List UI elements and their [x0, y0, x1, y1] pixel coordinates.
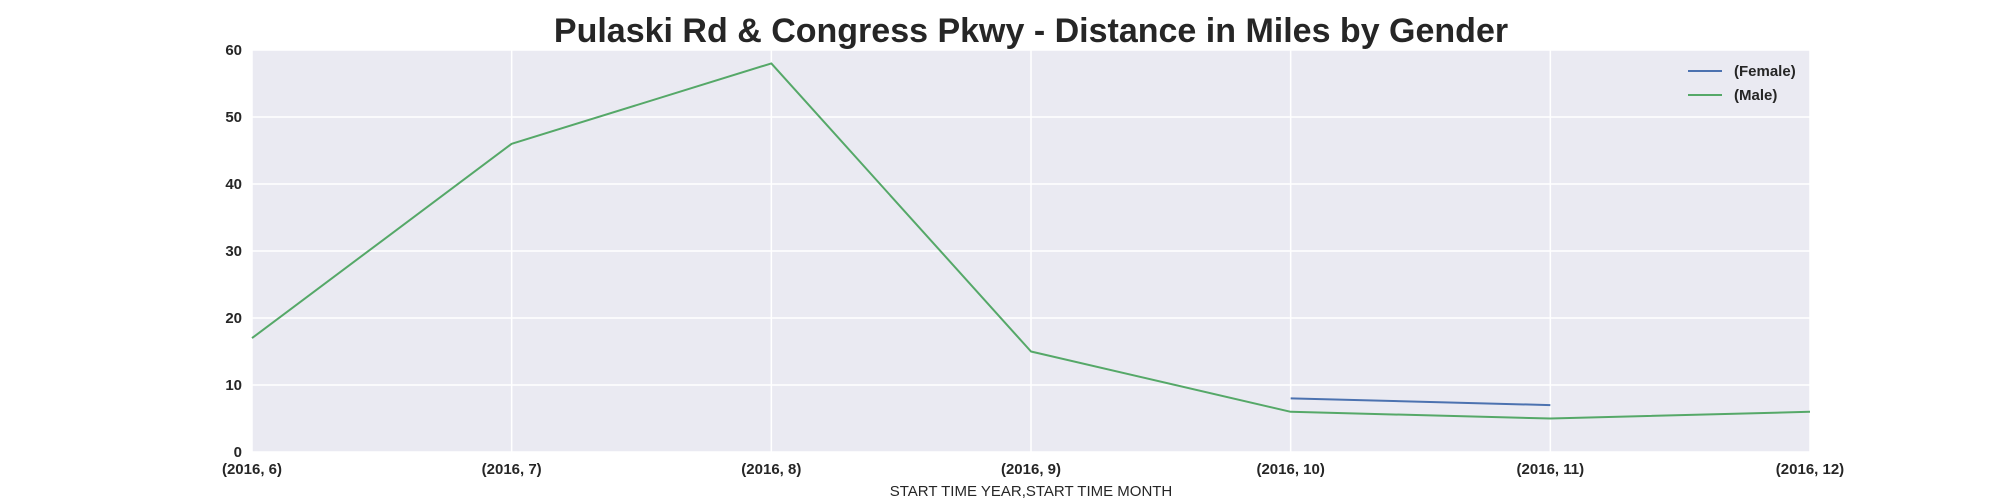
- series-line-1: [251, 62, 1811, 420]
- x-tick-label: (2016, 8): [741, 461, 801, 478]
- y-tick-label: 40: [225, 176, 242, 193]
- legend: (Female) (Male): [1688, 63, 1796, 104]
- legend-label: (Female): [1734, 63, 1796, 80]
- y-tick-label: 10: [225, 377, 242, 394]
- y-tick-label: 60: [225, 42, 242, 59]
- x-tick-label: (2016, 6): [222, 461, 282, 478]
- legend-label: (Male): [1734, 87, 1777, 104]
- series-line-0: [1290, 397, 1551, 407]
- y-tick-label: 0: [234, 444, 242, 461]
- y-tick-labels: 0 10 20 30 40 50 60: [225, 42, 242, 461]
- y-tick-label: 20: [225, 310, 242, 327]
- x-axis-label: START TIME YEAR,START TIME MONTH: [890, 483, 1173, 500]
- series-lines: [251, 62, 1811, 420]
- x-tick-label: (2016, 9): [1001, 461, 1061, 478]
- y-tick-label: 30: [225, 243, 242, 260]
- x-tick-label: (2016, 10): [1256, 461, 1324, 478]
- chart-title: Pulaski Rd & Congress Pkwy - Distance in…: [554, 12, 1508, 50]
- grid-lines: [251, 49, 1811, 453]
- x-tick-label: (2016, 7): [482, 461, 542, 478]
- x-tick-label: (2016, 12): [1776, 461, 1844, 478]
- y-tick-label: 50: [225, 109, 242, 126]
- x-tick-label: (2016, 11): [1517, 461, 1585, 478]
- x-tick-labels: (2016, 6) (2016, 7) (2016, 8) (2016, 9) (201…: [222, 461, 1844, 478]
